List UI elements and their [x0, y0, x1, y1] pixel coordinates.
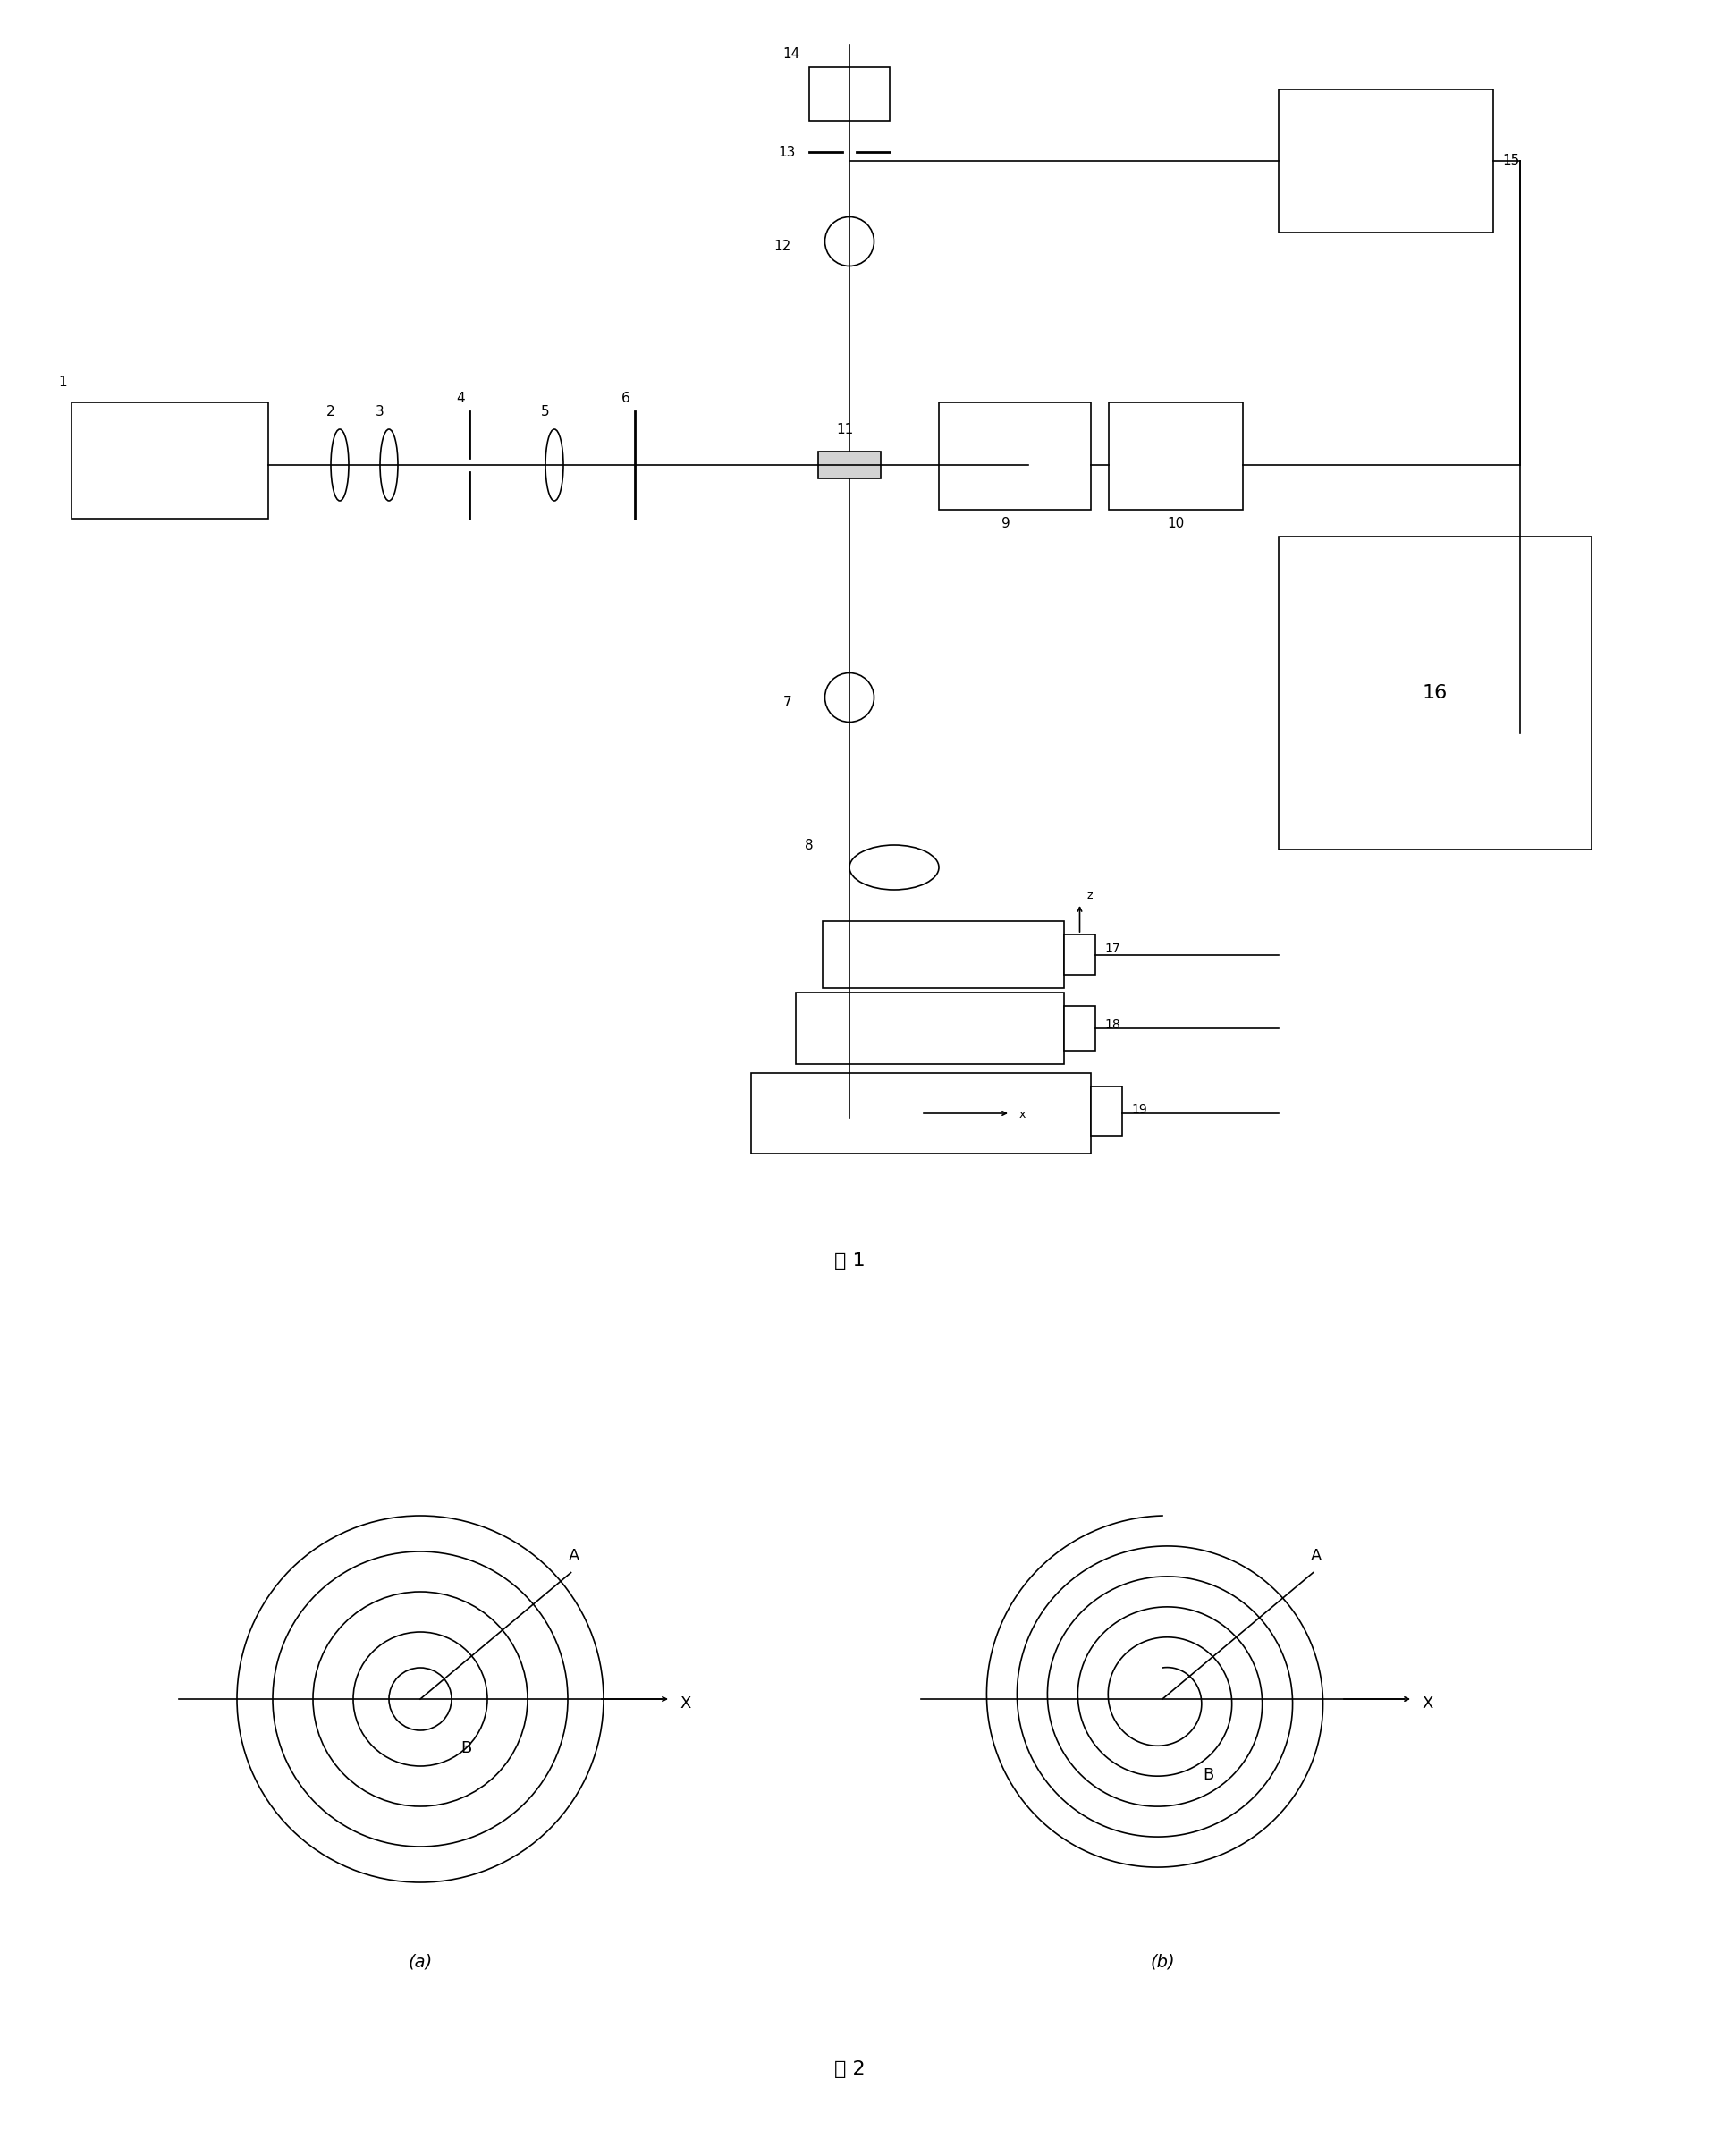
- Text: z: z: [1086, 890, 1092, 901]
- Text: 19: 19: [1132, 1104, 1147, 1117]
- Text: (a): (a): [408, 1953, 432, 1971]
- Text: (b): (b): [1151, 1953, 1175, 1971]
- Text: X: X: [679, 1695, 691, 1712]
- Bar: [1063, 1007, 1096, 1050]
- Bar: [1279, 537, 1592, 849]
- Ellipse shape: [381, 429, 398, 500]
- Text: 图 2: 图 2: [833, 2061, 864, 2078]
- Text: 16: 16: [1422, 683, 1447, 703]
- Text: 4: 4: [456, 392, 465, 405]
- Ellipse shape: [825, 673, 875, 722]
- Text: X: X: [1422, 1695, 1432, 1712]
- Bar: [823, 921, 1063, 987]
- Bar: [1110, 403, 1243, 509]
- Text: 12: 12: [773, 239, 791, 252]
- Bar: [1279, 88, 1494, 233]
- Ellipse shape: [331, 429, 348, 500]
- Text: 8: 8: [804, 839, 813, 852]
- Text: 6: 6: [621, 392, 631, 405]
- Text: 17: 17: [1104, 942, 1120, 955]
- Text: 2: 2: [326, 405, 334, 418]
- Bar: [809, 67, 890, 121]
- Bar: [1063, 934, 1096, 975]
- Text: 5: 5: [542, 405, 551, 418]
- Ellipse shape: [849, 845, 938, 890]
- Ellipse shape: [545, 429, 563, 500]
- Text: 15: 15: [1502, 155, 1519, 168]
- Text: 7: 7: [782, 696, 791, 709]
- Bar: [818, 451, 882, 479]
- Bar: [72, 403, 268, 520]
- Text: B: B: [461, 1740, 472, 1757]
- Text: A: A: [569, 1548, 580, 1565]
- Text: A: A: [1310, 1548, 1322, 1565]
- Bar: [1091, 1087, 1122, 1136]
- Text: 11: 11: [837, 423, 854, 436]
- Text: 14: 14: [784, 47, 801, 60]
- Text: 10: 10: [1168, 517, 1185, 530]
- Bar: [751, 1074, 1091, 1153]
- Text: 18: 18: [1104, 1018, 1120, 1031]
- Bar: [938, 403, 1091, 509]
- Bar: [796, 992, 1063, 1065]
- Text: 13: 13: [779, 147, 796, 160]
- Ellipse shape: [825, 218, 875, 265]
- Text: 图 1: 图 1: [833, 1253, 864, 1270]
- Text: x: x: [1019, 1108, 1026, 1121]
- Text: 9: 9: [1002, 517, 1010, 530]
- Text: B: B: [1202, 1768, 1214, 1783]
- Text: 1: 1: [58, 375, 67, 388]
- Text: 3: 3: [376, 405, 384, 418]
